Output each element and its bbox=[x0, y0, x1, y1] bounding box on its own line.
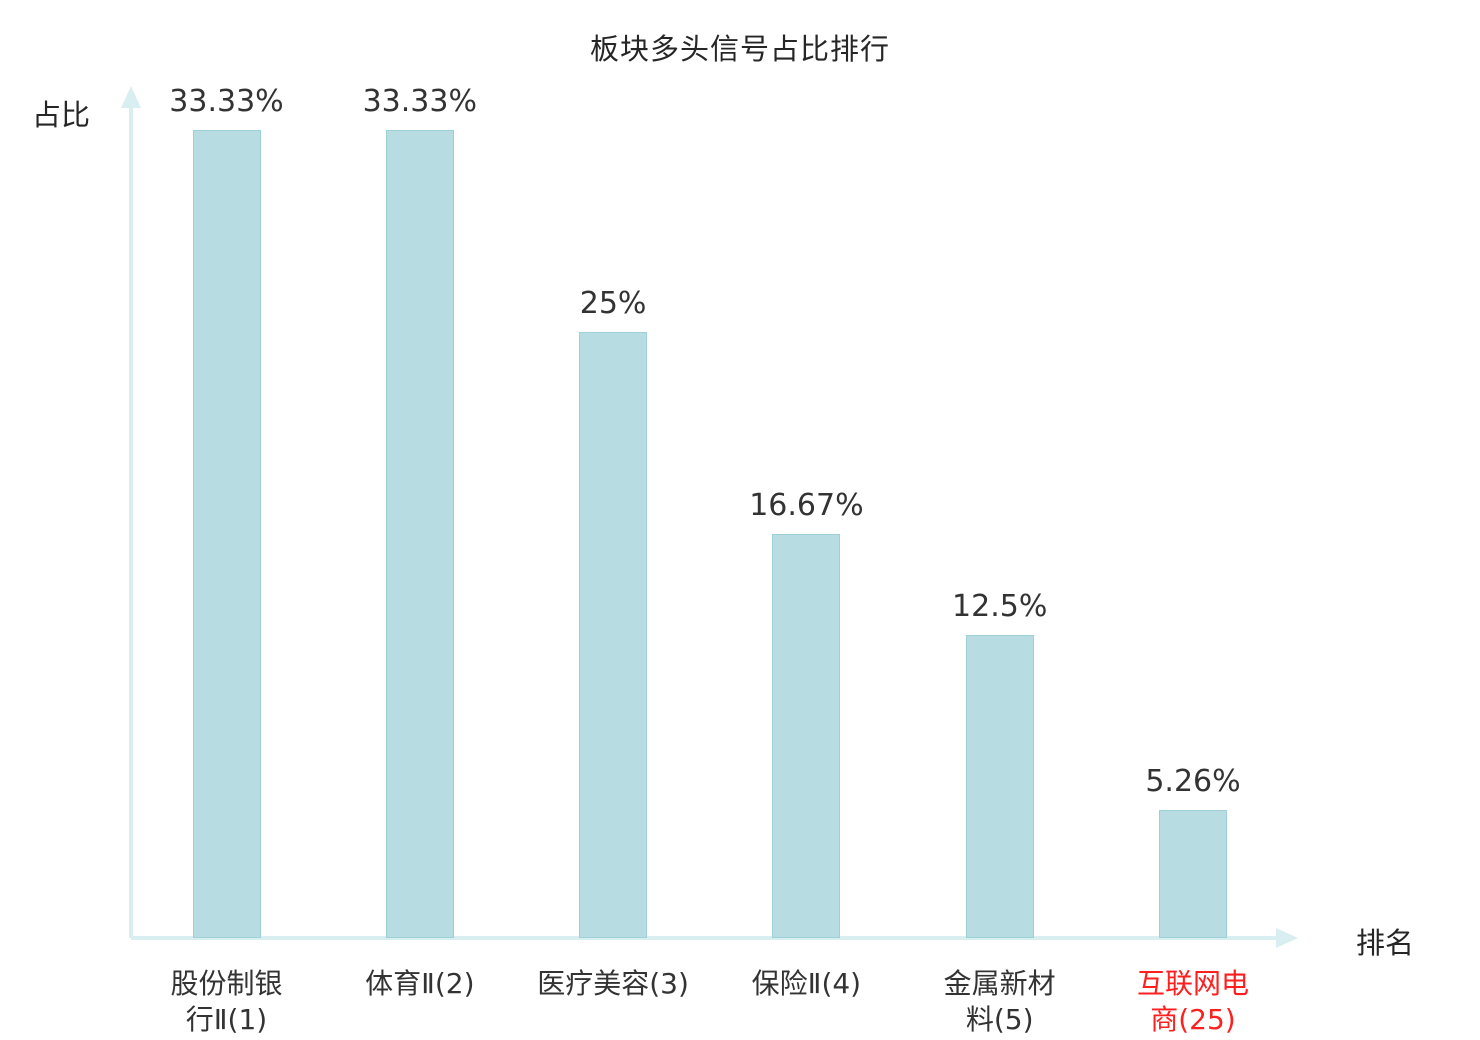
y-axis-label: 占比 bbox=[32, 98, 91, 132]
bar-value-label: 5.26% bbox=[1145, 764, 1241, 800]
bar bbox=[192, 130, 261, 938]
bar bbox=[772, 533, 841, 938]
chart-title: 板块多头信号占比排行 bbox=[589, 32, 890, 66]
x-axis-label: 排名 bbox=[1356, 926, 1415, 960]
bar bbox=[965, 634, 1034, 938]
x-axis-arrow-icon bbox=[1276, 928, 1298, 948]
bar bbox=[1159, 810, 1227, 938]
x-tick-label: 保险Ⅱ(4) bbox=[751, 967, 862, 1000]
x-tick-label: 股份制银 行Ⅱ(1) bbox=[170, 967, 283, 1036]
x-tick-label: 体育Ⅱ(2) bbox=[365, 967, 475, 1000]
x-tick-label: 互联网电 商(25) bbox=[1136, 967, 1249, 1036]
bar bbox=[385, 130, 454, 938]
bar-value-label: 16.67% bbox=[749, 487, 864, 523]
bar-value-label: 12.5% bbox=[952, 588, 1048, 624]
bar-value-label: 33.33% bbox=[169, 84, 284, 119]
bar-value-label: 33.33% bbox=[362, 84, 477, 119]
y-axis-arrow-icon bbox=[121, 86, 141, 108]
bar bbox=[579, 331, 648, 938]
bar-value-label: 25% bbox=[579, 285, 647, 321]
x-tick-label: 金属新材 料(5) bbox=[943, 967, 1056, 1036]
x-tick-label: 医疗美容(3) bbox=[537, 967, 689, 1000]
